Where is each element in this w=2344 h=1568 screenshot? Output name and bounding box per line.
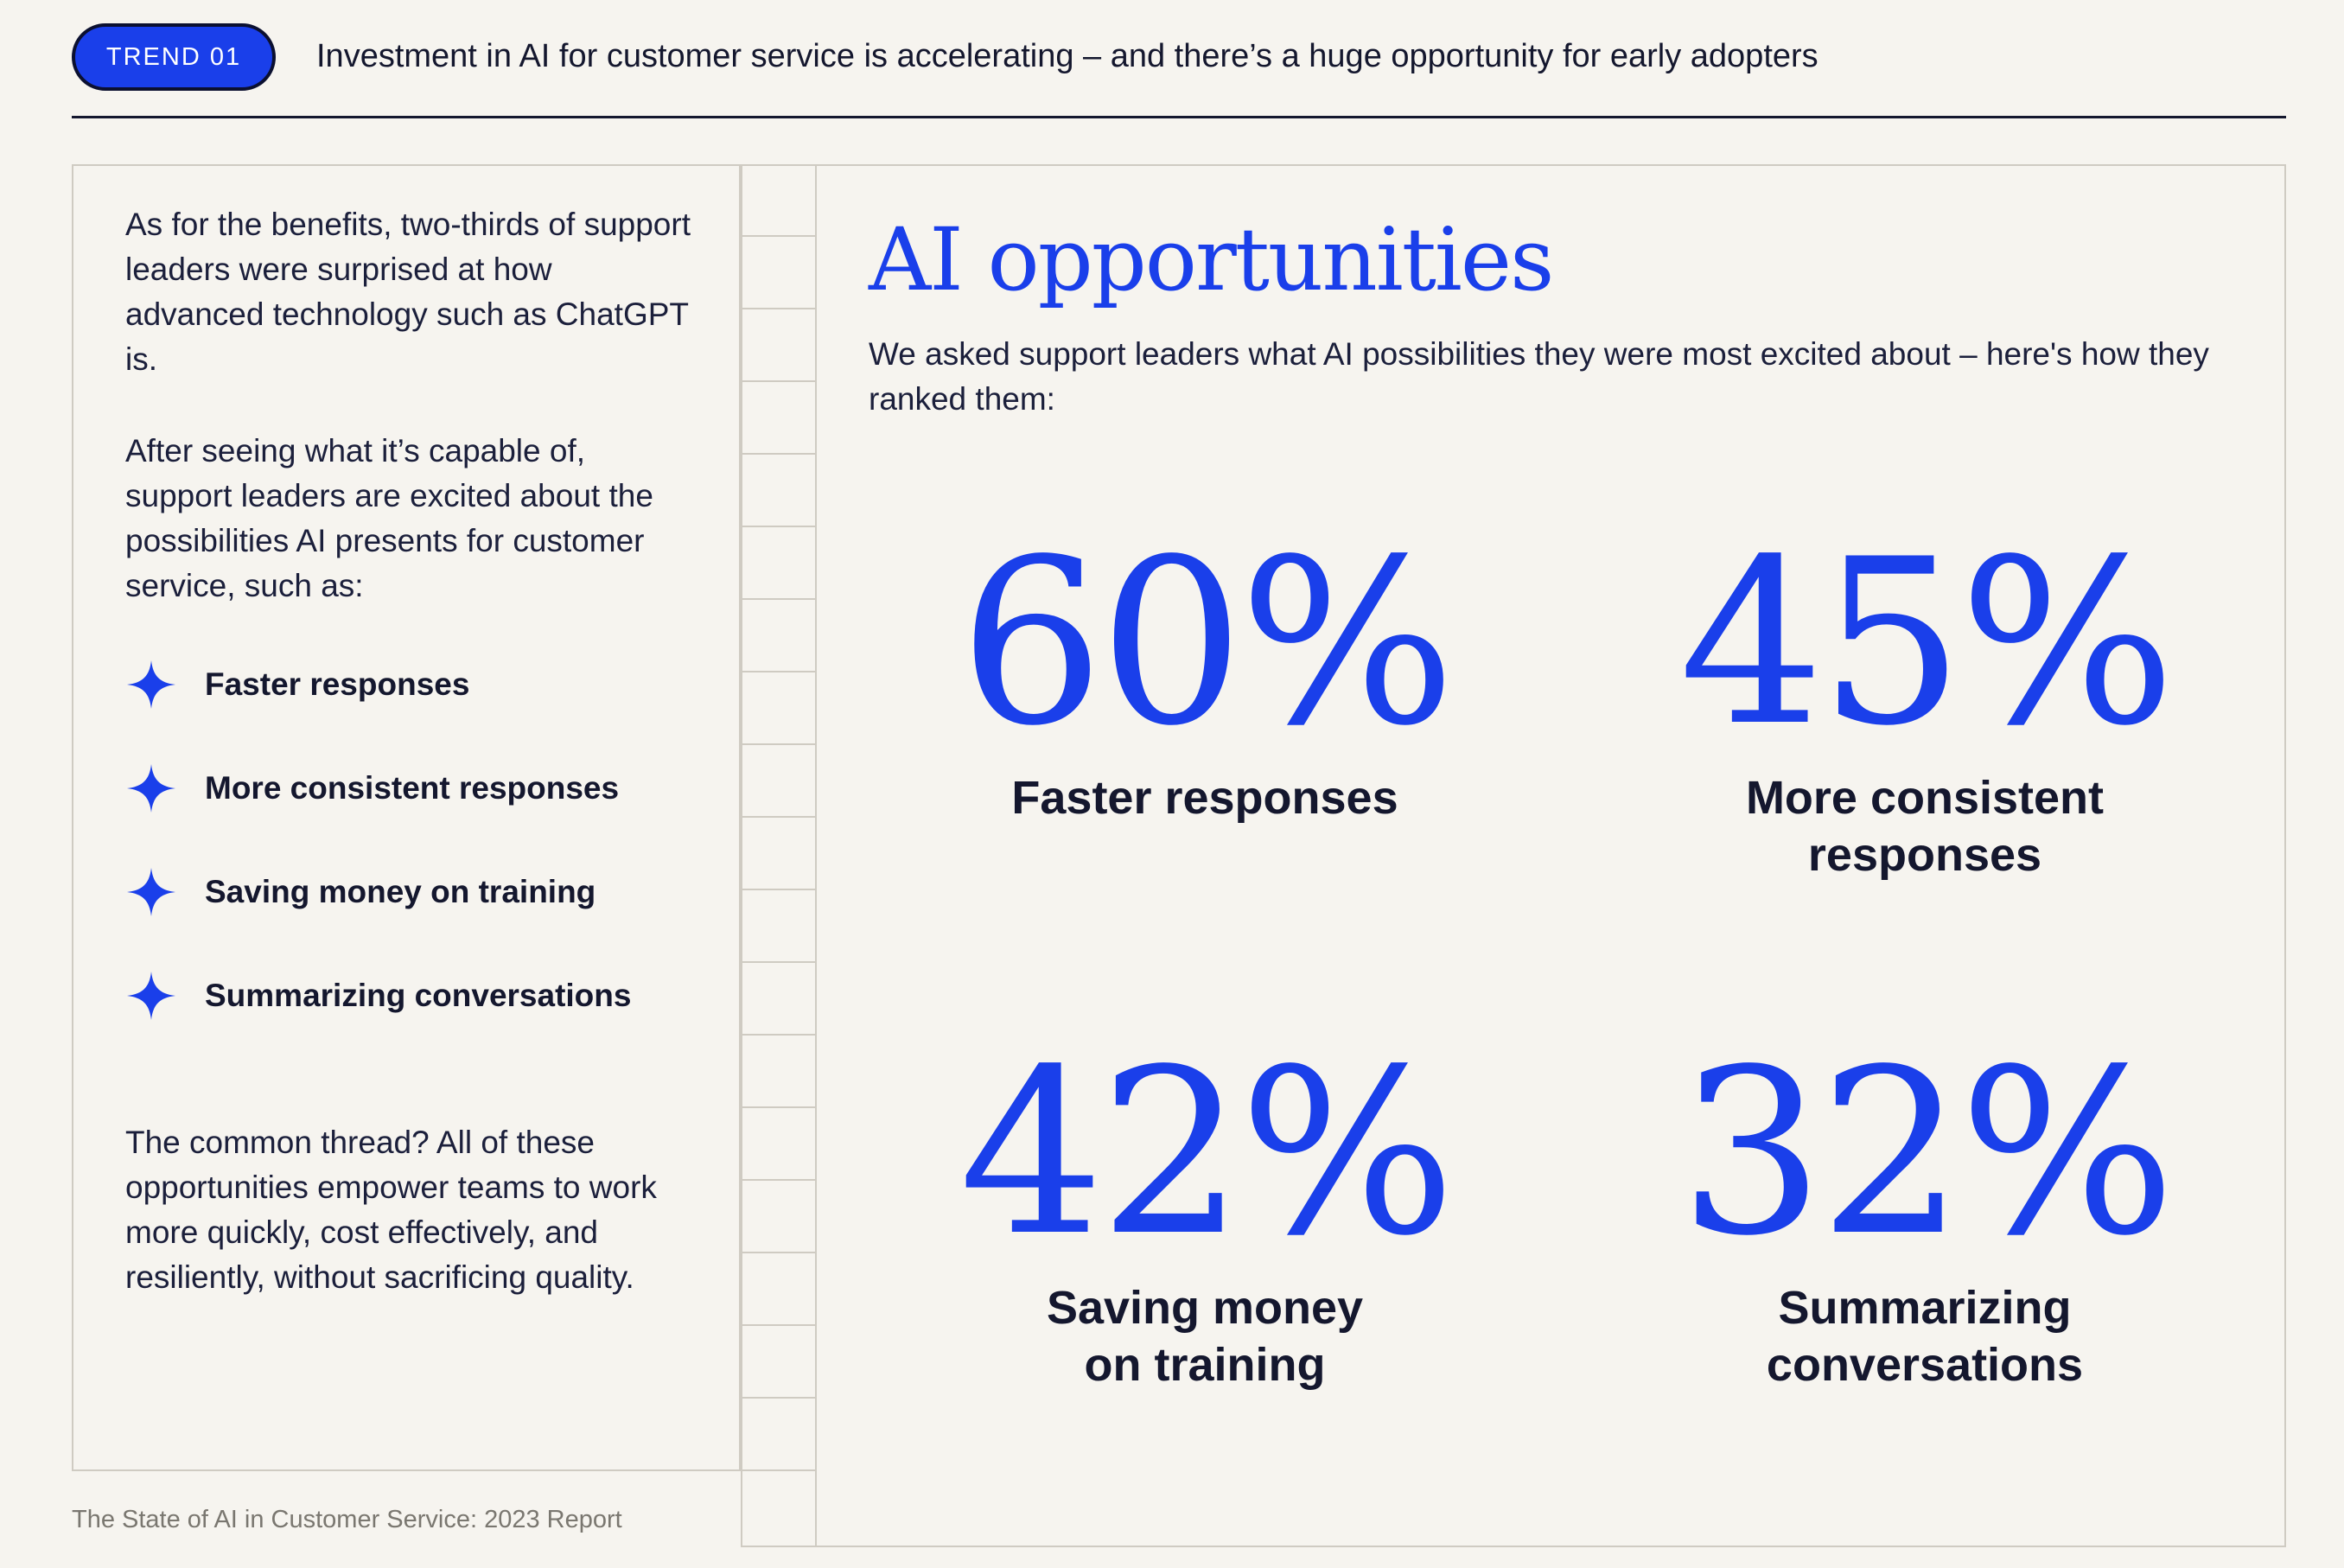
stat-card: 42% Saving money on training	[902, 1029, 1507, 1393]
stat-card: 32% Summarizing conversations	[1622, 1029, 2227, 1393]
grid-line	[741, 1252, 817, 1253]
grid-line	[741, 598, 817, 600]
conclusion-paragraph: The common thread? All of these opportun…	[125, 1125, 657, 1295]
grid-line	[741, 961, 817, 963]
bullet-label: Summarizing conversations	[205, 978, 632, 1013]
grid-line	[741, 1034, 817, 1036]
page-header: TREND 01 Investment in AI for customer s…	[0, 0, 2344, 121]
sparkle-icon	[127, 660, 175, 709]
grid-line	[741, 671, 817, 672]
sparkle-icon	[127, 868, 175, 916]
grid-line	[741, 816, 817, 818]
list-item: Summarizing conversations	[125, 970, 722, 1022]
left-panel: As for the benefits, two-thirds of suppo…	[72, 164, 741, 1471]
stat-value: 60%	[959, 511, 1456, 776]
grid-line	[741, 453, 817, 455]
stat-value: 45%	[1678, 511, 2176, 776]
grid-line	[741, 380, 817, 382]
stat-caption: Faster responses	[1011, 772, 1398, 824]
grid-line	[741, 526, 817, 527]
list-item: More consistent responses	[125, 762, 722, 814]
panel-subtitle: We asked support leaders what AI possibi…	[869, 336, 2209, 417]
stat-card: 60% Faster responses	[902, 519, 1507, 826]
sparkle-icon	[127, 972, 175, 1020]
header-divider	[72, 116, 2286, 118]
list-item: Faster responses	[125, 659, 722, 711]
possibilities-paragraph: After seeing what it’s capable of, suppo…	[125, 433, 653, 603]
grid-line	[741, 889, 817, 890]
grid-line	[741, 235, 817, 237]
bullet-label: Saving money on training	[205, 874, 596, 909]
grid-line	[741, 743, 817, 745]
stat-card: 45% More consistent responses	[1622, 519, 2227, 883]
bullet-label: More consistent responses	[205, 770, 620, 806]
grid-line	[741, 1397, 817, 1399]
stat-value: 32%	[1678, 1021, 2176, 1286]
stat-value: 42%	[959, 1021, 1456, 1286]
sparkle-icon	[127, 764, 175, 813]
list-item: Saving money on training	[125, 866, 722, 918]
grid-line	[741, 1179, 817, 1181]
grid-line	[741, 1106, 817, 1108]
right-panel: AI opportunities We asked support leader…	[741, 164, 2286, 1547]
header-headline: Investment in AI for customer service is…	[316, 38, 1819, 74]
stat-caption: Saving money on training	[1046, 1282, 1364, 1391]
intro-paragraph: As for the benefits, two-thirds of suppo…	[125, 207, 691, 377]
grid-line	[741, 308, 817, 309]
trend-badge: TREND 01	[72, 23, 276, 91]
stat-caption: More consistent responses	[1745, 772, 2105, 881]
panel-title: AI opportunities	[869, 209, 1554, 310]
decorative-grid	[741, 164, 817, 1547]
grid-line	[815, 164, 817, 1547]
grid-line	[741, 1469, 817, 1471]
footer-report-title: The State of AI in Customer Service: 202…	[72, 1506, 622, 1533]
grid-line	[741, 1324, 817, 1326]
bullet-label: Faster responses	[205, 666, 470, 702]
stat-caption: Summarizing conversations	[1766, 1282, 2084, 1391]
